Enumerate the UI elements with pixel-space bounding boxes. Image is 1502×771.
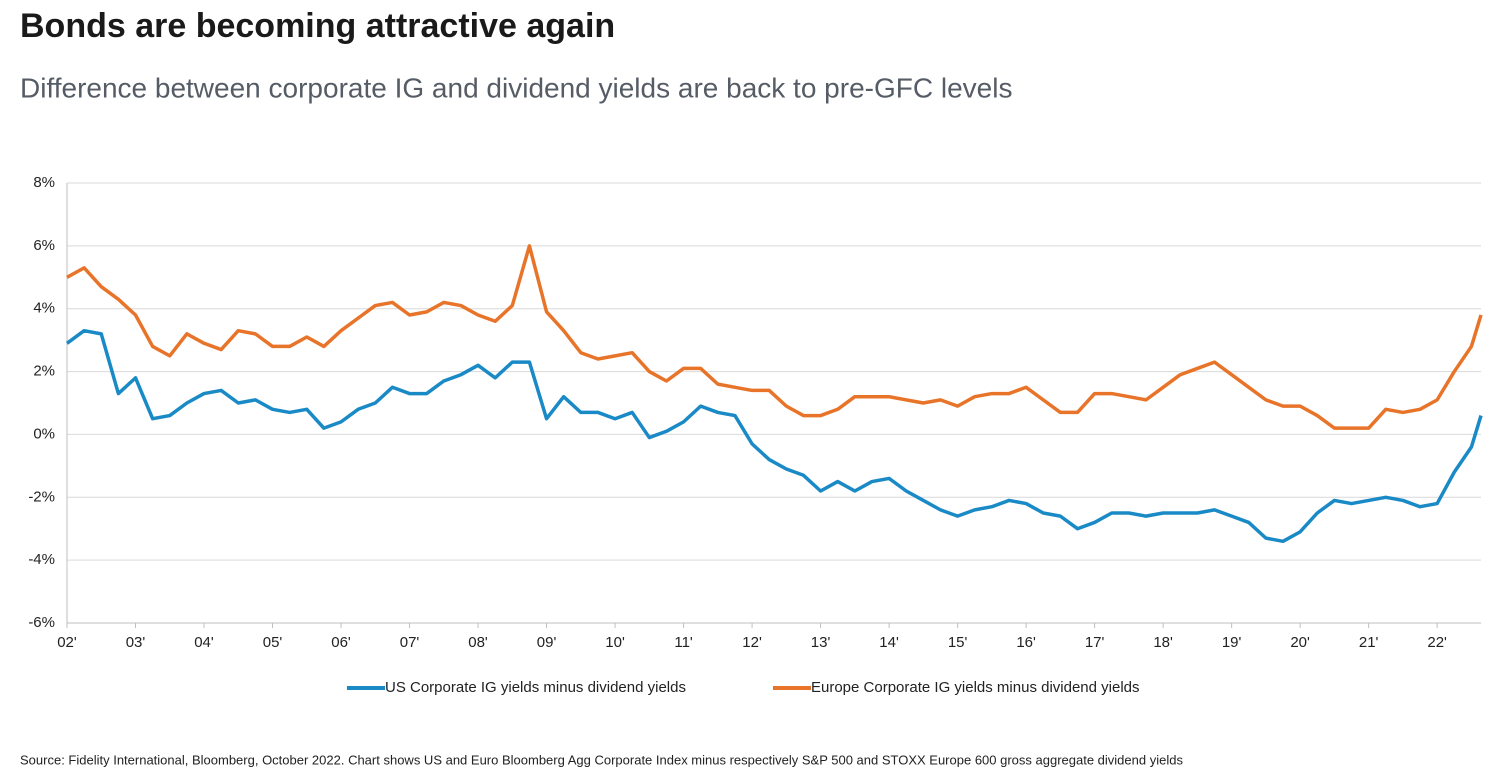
- source-note: Source: Fidelity International, Bloomber…: [20, 752, 1183, 767]
- x-tick-label: 08': [468, 634, 488, 651]
- x-tick-label: 18': [1153, 634, 1173, 651]
- legend-label: US Corporate IG yields minus dividend yi…: [385, 679, 686, 696]
- y-tick-label: 2%: [33, 363, 55, 380]
- x-tick-label: 02': [57, 634, 77, 651]
- x-tick-label: 22': [1427, 634, 1447, 651]
- x-tick-label: 07': [400, 634, 420, 651]
- y-tick-label: -4%: [28, 551, 55, 568]
- x-tick-label: 16': [1016, 634, 1036, 651]
- y-tick-label: -2%: [28, 488, 55, 505]
- x-tick-label: 20': [1290, 634, 1310, 651]
- x-tick-label: 13': [811, 634, 831, 651]
- x-tick-label: 05': [263, 634, 283, 651]
- line-series: [65, 328, 1483, 544]
- y-tick-label: 6%: [33, 237, 55, 254]
- x-tick-label: 12': [742, 634, 762, 651]
- chart-title: Bonds are becoming attractive again: [20, 7, 615, 45]
- x-tick-label: 11': [674, 634, 693, 651]
- chart-subtitle: Difference between corporate IG and divi…: [20, 72, 1012, 103]
- line-series: [66, 244, 1483, 430]
- y-tick-label: 4%: [33, 300, 55, 317]
- x-tick-label: 21': [1359, 634, 1379, 651]
- y-tick-label: 8%: [33, 174, 55, 191]
- x-tick-label: 03': [126, 634, 146, 651]
- x-tick-label: 06': [331, 634, 351, 651]
- y-tick-label: 0%: [33, 425, 55, 442]
- x-tick-label: 04': [194, 634, 214, 651]
- x-tick-label: 14': [879, 634, 899, 651]
- x-tick-label: 17': [1085, 634, 1105, 651]
- x-tick-label: 10': [605, 634, 625, 651]
- legend-label: Europe Corporate IG yields minus dividen…: [811, 679, 1140, 696]
- x-tick-label: 19': [1222, 634, 1242, 651]
- x-tick-label: 15': [948, 634, 968, 651]
- x-tick-label: 09': [537, 634, 557, 651]
- y-tick-label: -6%: [28, 614, 55, 631]
